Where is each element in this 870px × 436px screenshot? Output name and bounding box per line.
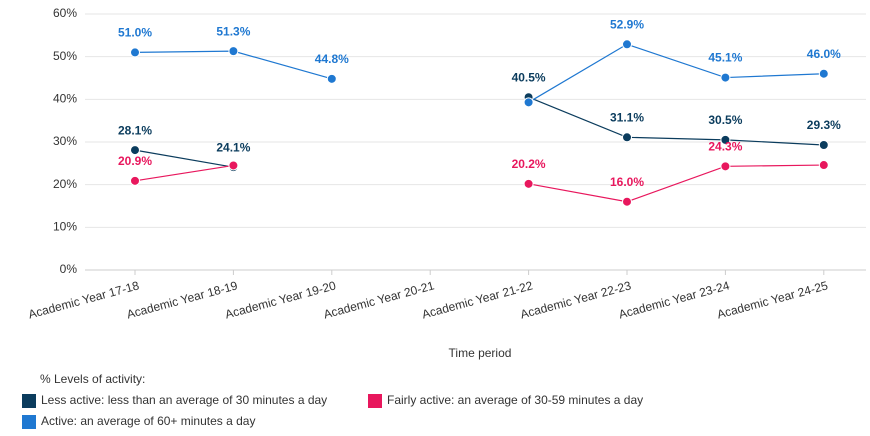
data-point bbox=[130, 145, 140, 156]
data-point bbox=[818, 160, 829, 171]
data-point bbox=[720, 72, 731, 83]
data-point bbox=[622, 132, 632, 143]
y-tick-label: 0% bbox=[60, 262, 78, 276]
y-tick-label: 30% bbox=[53, 134, 77, 148]
y-tick-label: 60% bbox=[53, 6, 77, 20]
data-point bbox=[622, 39, 632, 50]
y-tick-label: 50% bbox=[53, 49, 77, 63]
x-tick-label: Academic Year 24-25 bbox=[716, 278, 830, 321]
data-label: 24.1% bbox=[216, 140, 250, 154]
data-label: 24.3% bbox=[708, 139, 742, 153]
x-tick-label: Academic Year 18-19 bbox=[125, 278, 239, 321]
legend-title: % Levels of activity: bbox=[40, 372, 145, 386]
data-label: 16.0% bbox=[610, 175, 644, 189]
data-label: 31.1% bbox=[610, 110, 644, 124]
data-label: 46.0% bbox=[807, 47, 841, 61]
series-line bbox=[134, 164, 824, 203]
legend-label: Fairly active: an average of 30-59 minut… bbox=[387, 393, 643, 407]
data-point bbox=[818, 68, 829, 79]
x-tick-label: Academic Year 23-24 bbox=[617, 278, 731, 321]
data-label: 30.5% bbox=[708, 113, 742, 127]
legend-label: Active: an average of 60+ minutes a day bbox=[41, 414, 255, 428]
data-label: 51.3% bbox=[216, 24, 250, 38]
data-point bbox=[228, 160, 239, 171]
data-label: 40.5% bbox=[512, 70, 546, 84]
x-axis-label: Time period bbox=[449, 346, 512, 360]
legend-label: Less active: less than an average of 30 … bbox=[41, 393, 327, 407]
data-label: 52.9% bbox=[610, 17, 644, 31]
data-label: 20.2% bbox=[512, 157, 546, 171]
data-label: 28.1% bbox=[118, 123, 152, 137]
data-label: 51.0% bbox=[118, 26, 152, 40]
data-label: 20.9% bbox=[118, 154, 152, 168]
data-point bbox=[130, 47, 140, 58]
data-point bbox=[622, 196, 632, 207]
data-point bbox=[228, 46, 239, 57]
data-label: 29.3% bbox=[807, 118, 841, 132]
legend-swatch bbox=[368, 394, 382, 408]
data-label: 44.8% bbox=[315, 52, 349, 66]
y-tick-label: 40% bbox=[53, 92, 77, 106]
legend-swatch bbox=[22, 394, 36, 408]
data-point bbox=[523, 178, 534, 189]
data-label: 45.1% bbox=[708, 51, 742, 65]
y-tick-label: 10% bbox=[53, 220, 77, 234]
data-point bbox=[818, 139, 829, 150]
x-tick-label: Academic Year 17-18 bbox=[27, 278, 141, 321]
x-tick-label: Academic Year 22-23 bbox=[519, 278, 633, 321]
data-point bbox=[523, 97, 534, 108]
x-tick-label: Academic Year 20-21 bbox=[322, 278, 436, 321]
x-tick-label: Academic Year 19-20 bbox=[224, 278, 338, 321]
data-point bbox=[720, 134, 731, 145]
y-tick-label: 20% bbox=[53, 177, 77, 191]
data-point bbox=[326, 73, 337, 84]
x-tick-label: Academic Year 21-22 bbox=[420, 278, 534, 321]
series-line bbox=[134, 96, 824, 168]
data-point bbox=[130, 175, 140, 186]
data-point bbox=[720, 161, 731, 172]
legend-swatch bbox=[22, 415, 36, 429]
